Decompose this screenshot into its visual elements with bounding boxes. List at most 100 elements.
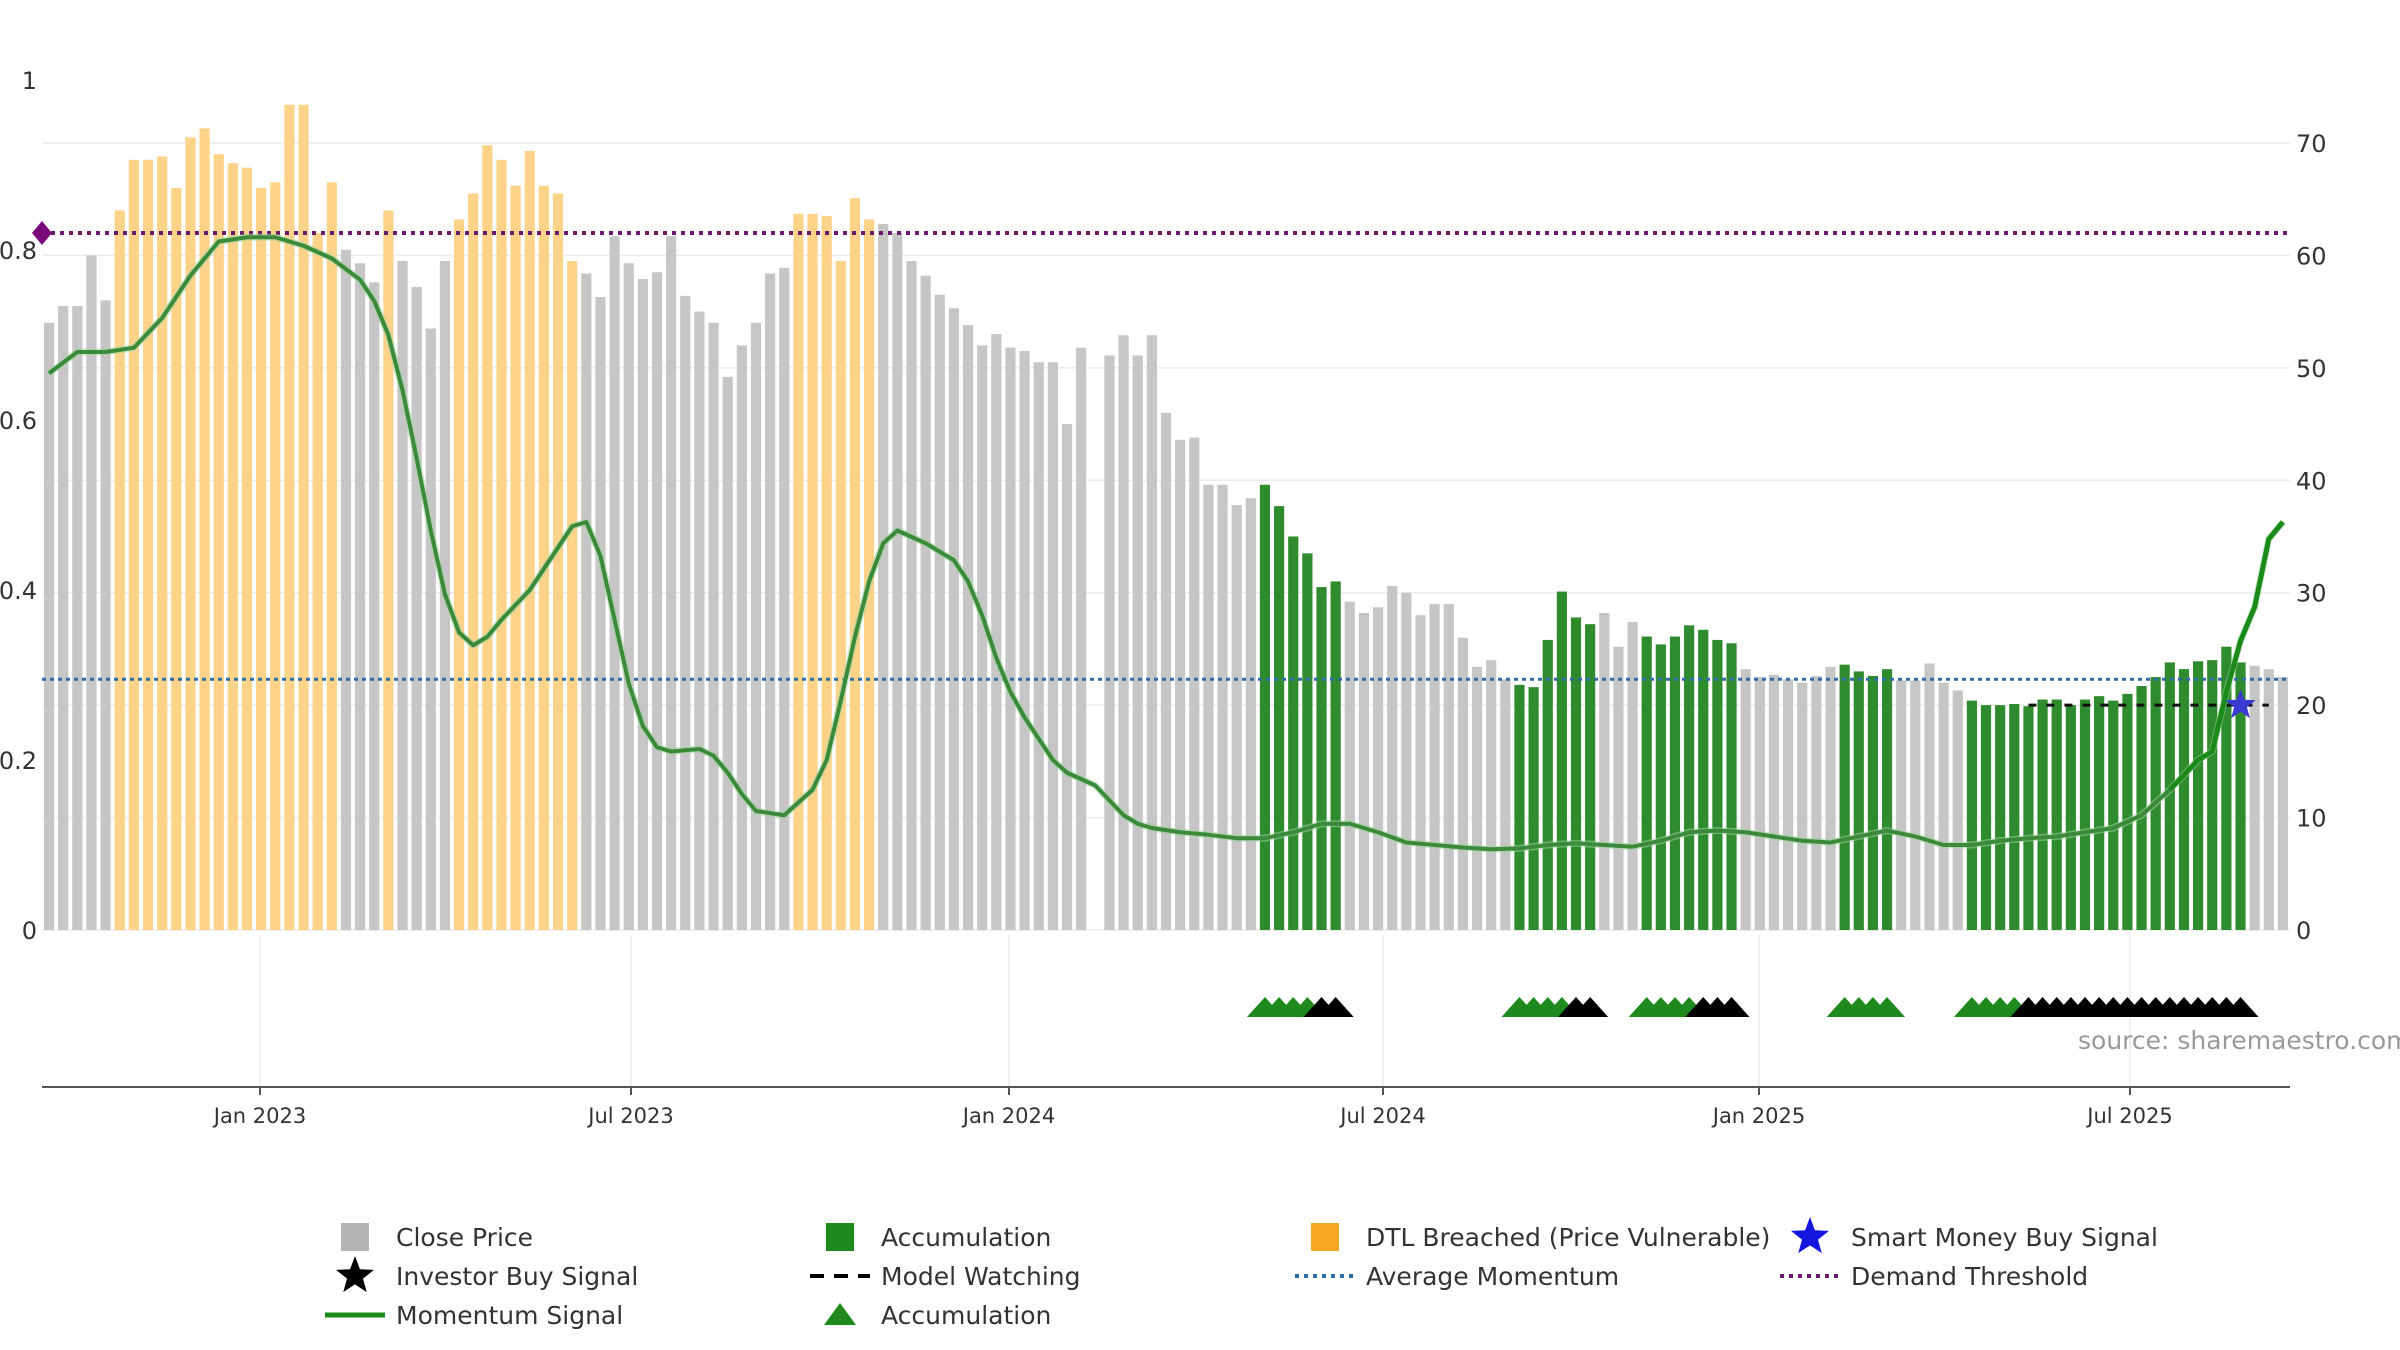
close-price-bar: [1514, 684, 1525, 930]
close-price-bar: [849, 198, 861, 931]
close-price-bar: [1019, 350, 1030, 931]
legend-label: DTL Breached (Price Vulnerable): [1366, 1223, 1770, 1252]
legend-item: Smart Money Buy Signal: [1790, 1217, 2158, 1254]
close-price-bar: [779, 267, 790, 931]
close-price-bar: [510, 185, 521, 930]
legend-item: Close Price: [341, 1223, 533, 1252]
close-price-bar: [1245, 498, 1256, 930]
legend-item: Average Momentum: [1295, 1262, 1619, 1291]
close-price-bar: [1076, 347, 1087, 930]
y-right-tick-label: 60: [2296, 242, 2327, 270]
x-tick-label: Jul 2023: [586, 1104, 673, 1128]
investor-buy-triangle: [2222, 997, 2259, 1017]
close-price-bar: [1839, 664, 1850, 930]
close-price-bar: [369, 282, 380, 930]
close-price-bar: [1556, 591, 1567, 930]
y-right-tick-label: 70: [2296, 130, 2327, 158]
legend-item: Accumulation: [824, 1301, 1051, 1330]
close-price-bar: [623, 263, 634, 930]
close-price-bar: [1698, 629, 1709, 930]
close-price-bar: [1896, 680, 1907, 930]
close-price-bar: [1655, 644, 1666, 930]
close-price-bar: [2164, 662, 2175, 930]
close-price-bar: [694, 311, 705, 930]
close-price-bar: [666, 236, 677, 930]
close-price-bar: [1061, 424, 1073, 930]
close-price-bar: [680, 295, 691, 930]
close-price-bar: [722, 376, 733, 930]
x-tick-label: Jan 2025: [1711, 1104, 1806, 1128]
y-left-tick-label: 0.4: [0, 577, 37, 605]
momentum-signal-line: [46, 233, 2286, 853]
close-price-bar: [468, 193, 479, 930]
close-price-bar: [142, 159, 154, 930]
close-price-bar: [2108, 700, 2119, 930]
x-tick-label: Jul 2024: [1338, 1104, 1425, 1128]
demand-threshold-marker: [32, 221, 52, 245]
close-price-bar: [567, 261, 578, 930]
close-price-bar: [2178, 669, 2190, 930]
accumulation-triangle: [1869, 997, 1906, 1017]
close-price-bar: [425, 328, 436, 930]
close-price-bar: [1726, 643, 1737, 930]
close-price-bar: [199, 128, 210, 930]
investor-buy-triangle: [1317, 997, 1354, 1017]
close-price-bar: [1966, 700, 1977, 930]
y-right-tick-label: 0: [2296, 917, 2311, 945]
close-price-bar: [1938, 682, 1949, 930]
legend-item: Accumulation: [826, 1223, 1051, 1252]
close-price-bar: [651, 272, 663, 930]
close-price-bar: [1952, 690, 1963, 930]
close-price-bar: [100, 300, 111, 930]
close-price-bar: [948, 308, 960, 931]
close-price-bar: [2263, 669, 2274, 930]
close-price-bar: [920, 275, 931, 931]
close-price-bar: [1344, 601, 1355, 930]
close-price-bar: [1330, 581, 1341, 930]
close-price-bar: [1669, 636, 1681, 930]
close-price-bar: [595, 296, 606, 931]
close-price-bar: [736, 345, 747, 931]
close-price-bar: [1457, 637, 1468, 930]
close-price-bar: [1302, 553, 1313, 930]
close-price-bar: [1980, 705, 1992, 930]
close-price-bar: [1853, 671, 1864, 930]
legend-item: Demand Threshold: [1780, 1262, 2088, 1291]
close-price-bar: [1274, 506, 1285, 930]
close-price-bars: [43, 104, 2289, 931]
close-price-bar: [312, 232, 323, 931]
legend: Close Price Accumulation DTL Breached (Pri…: [325, 1217, 2158, 1330]
close-price-bar: [1288, 536, 1299, 930]
momentum-signal-line: [47, 235, 2285, 852]
investor-buy-triangle: [1713, 997, 1750, 1017]
close-price-bar: [256, 187, 267, 930]
close-price-bar: [397, 261, 408, 930]
x-tick-label: Jul 2025: [2085, 1104, 2172, 1128]
legend-star-icon: [335, 1256, 375, 1293]
close-price-bar: [934, 294, 945, 931]
close-price-bar: [2207, 660, 2218, 930]
close-price-bar: [1528, 687, 1539, 930]
close-price-bar: [2009, 704, 2020, 930]
close-price-bar: [1797, 682, 1808, 930]
close-price-bar: [2235, 662, 2246, 930]
close-price-bar: [2193, 661, 2204, 930]
close-price-bar: [1542, 639, 1553, 930]
y-left-tick-label: 0: [22, 917, 37, 945]
close-price-bar: [1471, 666, 1483, 930]
y-right-tick-label: 40: [2296, 467, 2327, 495]
close-price-bar: [581, 273, 592, 930]
axes: Jan 2023 Jul 2023 Jan 2024 Jul 2024 Jan 2025…: [0, 67, 2327, 1128]
close-price-bar: [977, 345, 988, 931]
x-tick-label: Jan 2023: [212, 1104, 307, 1128]
close-price-bar: [2122, 693, 2133, 930]
close-price-bar: [1217, 484, 1228, 930]
y-left-tick-label: 0.8: [0, 237, 37, 265]
legend-square-icon: [341, 1223, 369, 1251]
signal-markers: [1246, 689, 2259, 1017]
close-price-bar: [86, 255, 97, 930]
close-price-bar: [114, 210, 125, 930]
close-price-bar: [1429, 603, 1440, 930]
close-price-bar: [1005, 347, 1016, 930]
close-price-bar: [878, 223, 889, 930]
